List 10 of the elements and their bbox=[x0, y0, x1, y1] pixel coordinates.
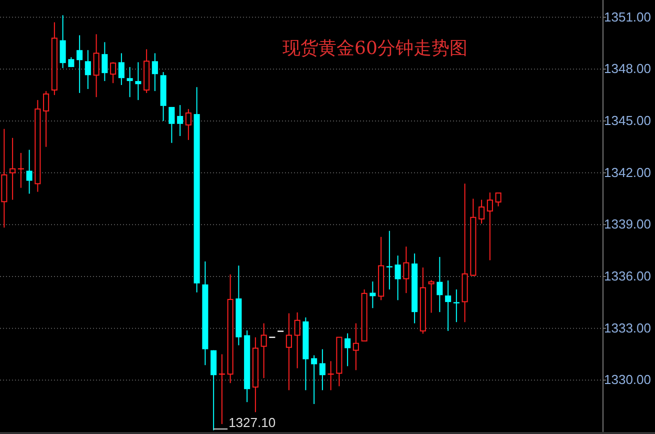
y-tick-label: 1333.00 bbox=[604, 320, 651, 336]
y-tick-label: 1336.00 bbox=[604, 268, 651, 284]
y-tick-label: 1342.00 bbox=[604, 164, 651, 180]
y-tick-label: 1345.00 bbox=[604, 112, 651, 128]
text: 现货黄金60分钟走势图 bbox=[282, 38, 468, 59]
annotation: 1327.10 bbox=[228, 415, 276, 430]
y-tick-label: 1339.00 bbox=[604, 216, 651, 232]
y-tick-label: 1330.00 bbox=[604, 372, 651, 388]
y-tick-label: 1348.00 bbox=[604, 61, 651, 76]
y-tick-label: 1351.00 bbox=[604, 9, 651, 24]
